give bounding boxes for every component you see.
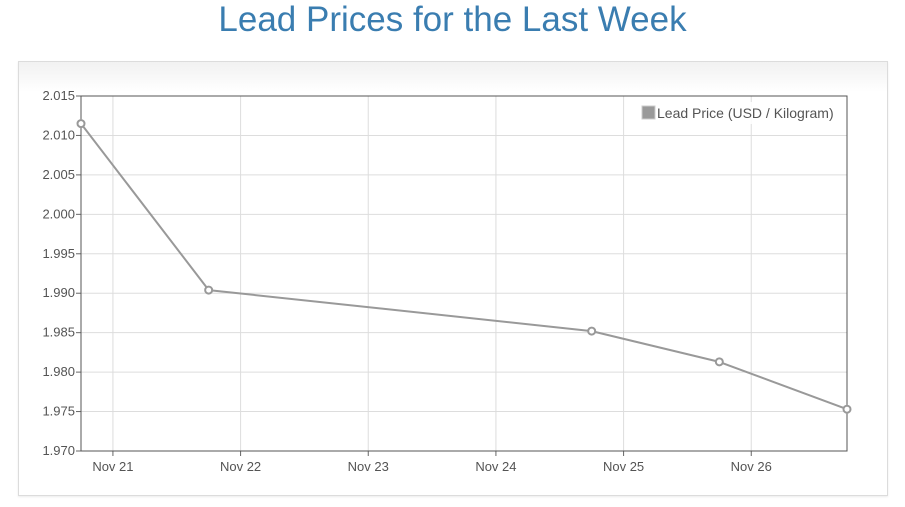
data-point [587, 326, 597, 336]
line-chart: 2.015 2.010 2.005 2.000 1.995 1.990 1.985 1.980… [42, 88, 852, 474]
x-tick-label: Nov 22 [220, 459, 261, 474]
y-tick-label: 1.975 [42, 404, 75, 419]
y-tick-label: 2.000 [42, 206, 75, 221]
plot-area [81, 96, 847, 451]
page-title: Lead Prices for the Last Week [218, 0, 687, 39]
x-tick-label: Nov 21 [92, 459, 133, 474]
y-tick-label: 2.015 [42, 88, 75, 103]
y-tick-label: 1.995 [42, 246, 75, 261]
x-tick-label: Nov 23 [348, 459, 389, 474]
plot-frame [80, 95, 848, 452]
y-tick-label: 1.990 [42, 285, 75, 300]
y-tick-label: 1.970 [42, 443, 75, 458]
legend-swatch [641, 105, 656, 120]
y-tick-label: 2.005 [42, 167, 75, 182]
y-tick-label: 2.010 [42, 127, 75, 142]
legend-label: Lead Price (USD / Kilogram) [657, 105, 834, 121]
y-tick-label: 1.980 [42, 364, 75, 379]
data-point [204, 285, 214, 295]
legend-box [639, 102, 842, 124]
x-tick-label: Nov 24 [475, 459, 516, 474]
data-point [76, 119, 86, 129]
y-tick-label: 1.985 [42, 325, 75, 340]
x-tick-label: Nov 26 [731, 459, 772, 474]
chart-panel: 2.015 2.010 2.005 2.000 1.995 1.990 1.985 1.980… [18, 61, 888, 496]
data-point [714, 357, 724, 367]
x-tick-label: Nov 25 [603, 459, 644, 474]
data-point [842, 404, 852, 414]
